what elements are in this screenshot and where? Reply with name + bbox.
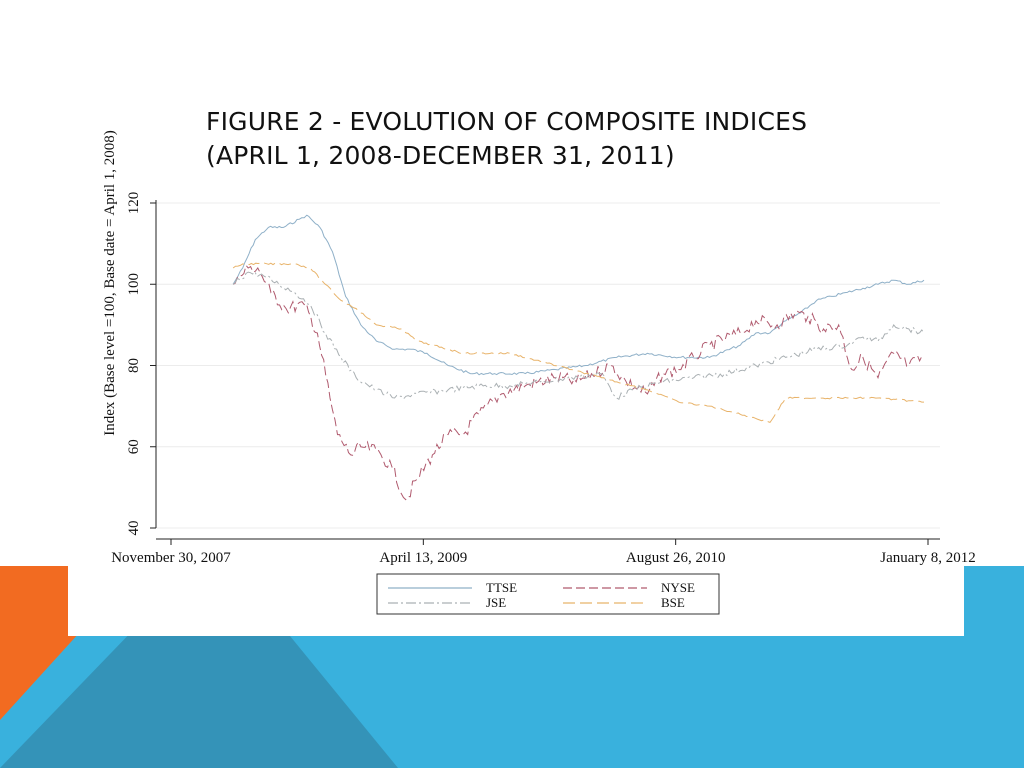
y-tick-label: 60 [126,439,142,454]
legend-label-jse: JSE [486,595,506,610]
grid-lines [156,202,940,529]
axes: 40 60 80 100 120 November 30, 2007 April 13, 2… [111,192,975,566]
y-tick-label: 80 [126,358,142,373]
legend: TTSE NYSE JSE BSE [376,573,720,615]
x-tick-label: April 13, 2009 [379,550,467,566]
x-tick-label: November 30, 2007 [111,550,231,566]
y-tick-label: 40 [126,521,142,536]
y-tick-label: 100 [126,273,142,296]
legend-label-nyse: NYSE [661,580,695,595]
slide-title-line-1: FIGURE 2 - EVOLUTION OF COMPOSITE INDICE… [206,107,808,136]
legend-label-ttse: TTSE [486,580,517,595]
series-line-bse [232,262,924,424]
legend-label-bse: BSE [661,595,685,610]
series-lines [232,214,925,501]
series-line-ttse [232,214,925,376]
slide-title: FIGURE 2 - EVOLUTION OF COMPOSITE INDICE… [206,105,966,173]
series-line-nyse [232,264,925,501]
legend-box [376,573,720,615]
x-tick-label: August 26, 2010 [626,550,726,566]
y-axis-label: Index (Base level =100, Base date = Apri… [102,130,118,436]
series-line-jse [232,270,925,401]
chart-panel [68,176,964,636]
x-tick-label: January 8, 2012 [880,550,975,566]
blue-dark-shape [0,566,398,768]
y-tick-label: 120 [126,192,142,215]
slide-title-line-2: (APRIL 1, 2008-DECEMBER 31, 2011) [206,141,675,170]
